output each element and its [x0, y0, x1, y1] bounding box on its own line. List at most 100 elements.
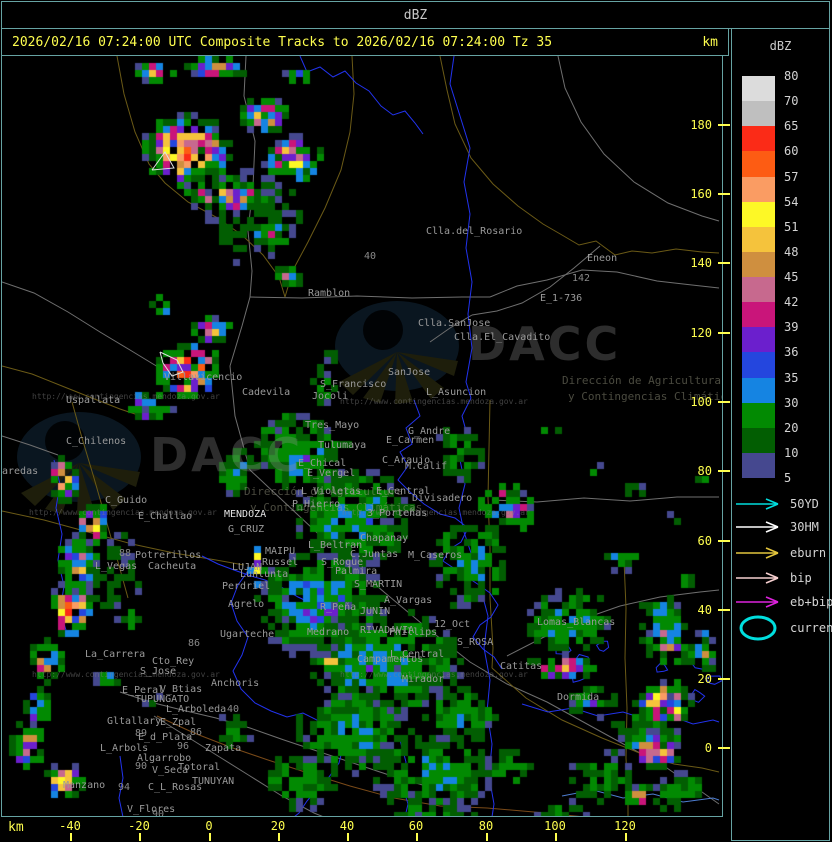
bottom-axis-tick-label: 0	[205, 819, 213, 833]
dbz-scale-value: 30	[784, 395, 799, 410]
route-number-label: 86	[188, 638, 201, 649]
right-axis-tick-label: 60	[697, 534, 712, 548]
dbz-scale-value: 70	[784, 94, 799, 109]
map-place-label: Clla.SanJose	[418, 318, 491, 329]
map-place-label: Anchoris	[211, 678, 260, 689]
map-place-label: M_Caseros	[408, 550, 463, 561]
legend-label: eburn	[790, 546, 827, 560]
map-place-label: RIVADAVIA	[360, 625, 415, 636]
header-timestamp: 2026/02/16 07:24:00 UTC Composite Tracks…	[12, 34, 553, 50]
map-place-label: SanJose	[388, 367, 431, 378]
map-place-label: Uspallata	[66, 395, 121, 406]
dbz-scale-swatch	[742, 352, 775, 378]
url-watermark: http://www.contingencias.mendoza.gov.ar	[32, 392, 220, 401]
dacc-tagline1-watermark: Dirección de Agricultura	[562, 374, 721, 387]
map-place-label: C.Juntas	[350, 549, 399, 560]
map-place-label: Phillips	[389, 627, 438, 638]
dacc-brand-watermark: DACC	[468, 317, 622, 371]
url-watermark: http://www.contingencias.mendoza.gov.ar	[32, 670, 220, 679]
map-place-label: Tres_Mayo	[305, 420, 360, 431]
map-place-label: Clla.El_Cavadito	[454, 332, 551, 343]
map-place-label: Russel	[262, 557, 299, 568]
dbz-scale-swatch	[742, 201, 775, 227]
dbz-scale-value: 10	[784, 445, 799, 460]
map-place-label: L_Violetas	[301, 486, 362, 497]
storm-track-markers	[151, 151, 184, 377]
legend-icons	[736, 498, 779, 641]
map-place-label: E_Carmen	[386, 435, 435, 446]
map-place-label: aredas	[2, 466, 39, 477]
url-watermark: http://www.contingencias.mendoza.gov.ar	[340, 670, 528, 679]
dbz-scale-value: 42	[784, 295, 799, 310]
bottom-axis-tick-label: -40	[59, 819, 81, 833]
right-axis-tick	[718, 332, 730, 334]
map-place-label: E_Chical	[298, 458, 347, 469]
url-watermark: http://www.contingencias.mendoza.gov.ar	[340, 397, 528, 406]
map-place-label: G_CRUZ	[228, 524, 265, 535]
dbz-scale-swatch	[742, 101, 775, 127]
bottom-axis-unit-label: km	[8, 820, 24, 835]
map-place-label: Lunlunta	[240, 569, 289, 580]
map-place-label: Palmira	[335, 566, 378, 577]
dacc-tagline1-watermark: Dirección de Agricultura	[244, 485, 403, 498]
map-place-label: Tulumaya	[318, 440, 367, 451]
dbz-scale-value: 35	[784, 370, 799, 385]
route-number-label: 90	[152, 809, 165, 817]
dbz-scale-value: 57	[784, 169, 799, 184]
50YD-arrow-icon	[736, 498, 779, 510]
dbz-scale-value: 51	[784, 219, 799, 234]
map-place-label: L_Arboleda	[166, 704, 227, 715]
map-place-label: Dormida	[557, 692, 600, 703]
route-number-label: 142	[572, 273, 591, 284]
right-axis-tick-label: 20	[697, 672, 712, 686]
current-ellipse-icon	[739, 615, 777, 641]
map-place-label: JUNIN	[360, 606, 391, 617]
map-place-label: L_Arbols	[100, 743, 149, 754]
dbz-scale-value: 54	[784, 194, 799, 209]
dbz-scale-swatch	[742, 126, 775, 152]
dacc-tagline2-watermark: y Contingencias Climáticas	[250, 501, 423, 514]
map-place-label: P_Hierro	[292, 499, 341, 510]
map-place-label: M.Calif	[405, 461, 448, 472]
right-axis-tick-label: 180	[690, 118, 712, 132]
map-place-label: Chapanay	[360, 533, 409, 544]
dbz-scale-value: 65	[784, 119, 799, 134]
dbz-scale-value: 80	[784, 69, 799, 83]
right-axis-tick-label: 140	[690, 256, 712, 270]
right-axis-tick	[718, 609, 730, 611]
map-place-label: V_Flores	[127, 804, 176, 815]
map-place-label: Eneon	[587, 253, 618, 264]
map-place-label: C_L_Rosas	[148, 782, 203, 793]
dacc-brand-watermark: DACC	[150, 428, 304, 482]
dbz-scale-panel: dBZ 80 70 65 60 57 54 51 48 45 42 39 36 35 30 20 10 5 50…	[731, 28, 832, 841]
bottom-axis-tick-label: 120	[614, 819, 636, 833]
route-number-label: 96	[177, 741, 190, 752]
map-place-label: S_ROSA	[457, 637, 494, 648]
dbz-scale-swatch	[742, 327, 775, 353]
map-place-label: Lomas_Blancas	[537, 617, 616, 628]
dbz-scale-swatch	[742, 151, 775, 177]
map-place-label: G_Andre	[408, 426, 451, 437]
map-place-label: Mirador	[402, 674, 445, 685]
map-place-label: L_Central	[390, 649, 445, 660]
map-place-label: S_Roque	[321, 557, 364, 568]
map-place-label: R_Peña	[320, 602, 357, 613]
map-place-label: Gltallary	[107, 716, 162, 727]
dbz-scale-swatch	[742, 76, 775, 102]
map-place-label: C_Chilenos	[66, 436, 127, 447]
dacc-tagline2-watermark: y Contingencias Climáticas	[568, 390, 723, 403]
dbz-scale-swatch	[742, 251, 775, 277]
right-axis-tick-label: 100	[690, 395, 712, 409]
map-place-label: E_d_Plata	[138, 732, 193, 743]
dbz-scale-value: 20	[784, 420, 799, 435]
right-axis-tick	[718, 193, 730, 195]
30HM-arrow-icon	[736, 521, 779, 533]
map-place-label: L_Asuncion	[426, 387, 487, 398]
dbz-scale-swatch	[742, 277, 775, 303]
map-place-label: TUNUYAN	[192, 776, 235, 787]
route-number-label: 86	[190, 727, 203, 738]
radar-map-viewport[interactable]: DACC Dirección de Agricultura y Contingenc…	[1, 55, 723, 817]
map-place-label: S_Jose	[140, 666, 177, 677]
map-place-label: Algarrobo	[137, 753, 192, 764]
legend-label: 50YD	[790, 497, 819, 511]
